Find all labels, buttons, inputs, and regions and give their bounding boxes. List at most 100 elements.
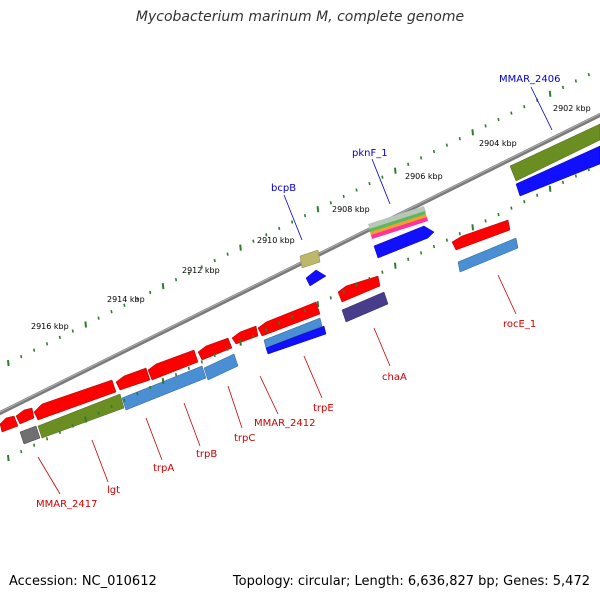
gene-label-trpe[interactable]: trpE (313, 403, 334, 414)
outer-tick-9 (123, 303, 126, 307)
gene-label-lgt[interactable]: lgt (107, 485, 120, 496)
outer-tick-7 (97, 316, 100, 320)
outer-tick-12 (161, 283, 165, 290)
feature-pknf-1-gray[interactable] (368, 206, 426, 230)
inner-tick-41 (536, 193, 539, 197)
feature-chaa-gene[interactable] (337, 275, 381, 303)
leader-trpc (227, 385, 243, 429)
outer-tick-29 (381, 175, 384, 179)
outer-tick-33 (432, 149, 436, 154)
outer-tick-25 (329, 201, 332, 205)
gene-label-roce-1[interactable]: rocE_1 (503, 319, 536, 330)
gene-label-trpa[interactable]: trpA (153, 463, 174, 474)
outer-tick-26 (342, 194, 345, 199)
outer-tick-11 (149, 290, 152, 295)
outer-tick-36 (471, 129, 474, 136)
leader-mmar-2412 (259, 375, 279, 415)
inner-tick-10 (136, 392, 139, 396)
outer-tick-45 (587, 72, 590, 77)
gene-label-chaa[interactable]: chaA (382, 372, 407, 383)
inner-tick-16 (213, 353, 216, 358)
tick-label-2904: 2904 kbp (479, 139, 517, 148)
feature-trpe-cds-steel[interactable] (263, 317, 323, 349)
inner-tick-28 (368, 276, 371, 281)
inner-tick-24 (316, 301, 320, 308)
gene-label-bcpb[interactable]: bcpB (271, 183, 296, 194)
inner-tick-31 (407, 257, 410, 261)
feature-bcpb-cds[interactable] (305, 269, 327, 287)
outer-tick-37 (484, 124, 487, 128)
feature-pknf-1-pink[interactable] (371, 217, 428, 239)
feature-mmar-2406-olive[interactable] (509, 123, 600, 182)
leader-mmar-2417 (37, 456, 61, 495)
tick-label-2912: 2912 kbp (182, 266, 220, 275)
outer-tick-28 (368, 181, 371, 186)
inner-tick-26 (342, 289, 345, 294)
feature-pknf-1-orange[interactable] (370, 214, 427, 236)
inner-tick-25 (329, 296, 332, 300)
feature-lgt-cds[interactable] (37, 393, 125, 439)
forward-features (299, 123, 600, 287)
feature-trpc-cds[interactable] (203, 353, 239, 381)
outer-tick-42 (548, 90, 552, 97)
gene-labels: MMAR_2406 pknF_1 bcpB rocE_1 chaA trpE M… (36, 74, 561, 510)
inner-tick-22 (291, 315, 294, 319)
gene-label-mmar-2417[interactable]: MMAR_2417 (36, 499, 98, 510)
reverse-features (0, 219, 519, 445)
inner-tick-20 (265, 328, 268, 332)
gene-label-trpb[interactable]: trpB (196, 449, 217, 460)
inner-tick-38 (497, 212, 500, 217)
feature-mmar-2417-cds[interactable] (19, 425, 41, 445)
leader-trpe (303, 355, 323, 399)
outer-tick-23 (303, 213, 307, 218)
inner-tick-18 (239, 339, 242, 346)
feature-pknf-1-cds[interactable] (373, 225, 435, 259)
gene-label-pknf-1[interactable]: pknF_1 (352, 148, 388, 159)
outer-tick-43 (561, 85, 565, 90)
gene-label-mmar-2406[interactable]: MMAR_2406 (499, 74, 561, 85)
tick-label-2910: 2910 kbp (257, 236, 295, 245)
feature-roce-1-cds[interactable] (457, 237, 519, 273)
feature-mmar-2417-gene[interactable] (15, 407, 35, 425)
gene-label-trpc[interactable]: trpC (234, 433, 255, 444)
leader-roce-1 (497, 274, 517, 315)
feature-chaa-cds[interactable] (341, 291, 389, 323)
outer-tick-1 (20, 354, 23, 359)
feature-trpb-gene[interactable] (147, 349, 199, 381)
inner-tick-33 (432, 244, 436, 249)
feature-mmar-2412-gene[interactable] (231, 325, 259, 345)
inner-tick-4 (58, 430, 61, 435)
outer-tick-4 (58, 335, 61, 340)
feature-lgt-gene[interactable] (33, 379, 117, 421)
inner-tick-0 (7, 454, 10, 462)
feature-mmar-2417-gene-2[interactable] (0, 415, 19, 433)
inner-tick-15 (200, 360, 203, 364)
inner-tick-42 (548, 185, 552, 192)
outer-tick-15 (200, 265, 203, 269)
inner-tick-13 (174, 373, 178, 377)
outer-tick-30 (394, 167, 397, 174)
inner-tick-39 (510, 206, 513, 210)
feature-roce-1-gene[interactable] (451, 219, 511, 251)
outer-tick-marks (7, 72, 590, 367)
outer-tick-6 (84, 321, 87, 328)
outer-tick-34 (445, 143, 448, 147)
inner-tick-45 (587, 167, 590, 172)
feature-trpe-cds-blue[interactable] (265, 325, 327, 355)
inner-tick-44 (574, 174, 577, 178)
inner-tick-37 (484, 219, 487, 223)
outer-tick-14 (187, 271, 190, 275)
feature-pknf-1-green[interactable] (369, 211, 426, 233)
gene-label-mmar-2412[interactable]: MMAR_2412 (254, 418, 316, 429)
feature-mmar-2406-cds[interactable] (515, 145, 600, 197)
feature-trpc-gene[interactable] (197, 337, 233, 361)
label-leader-lines (37, 86, 553, 495)
feature-bcpb-khaki[interactable] (299, 249, 321, 269)
inner-tick-2 (33, 443, 36, 447)
genome-summary-text: Topology: circular; Length: 6,636,827 bp… (232, 574, 590, 589)
inner-tick-12 (161, 378, 165, 385)
inner-tick-14 (187, 366, 190, 370)
outer-tick-22 (291, 220, 294, 224)
feature-trpa-gene[interactable] (115, 367, 151, 391)
feature-trpb-cds[interactable] (121, 365, 207, 411)
